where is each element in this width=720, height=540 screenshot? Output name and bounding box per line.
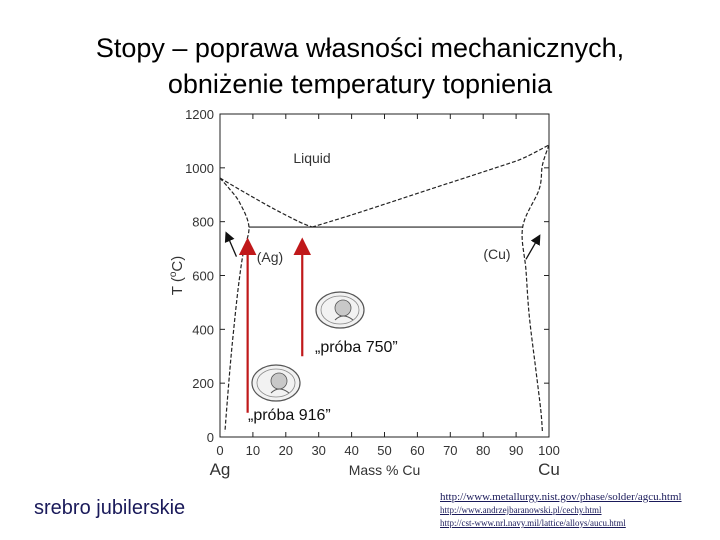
y-tick-label: 200 bbox=[192, 376, 214, 391]
pointer-arrow-cu bbox=[525, 234, 541, 260]
x-end-label-ag: Ag bbox=[210, 460, 231, 479]
x-tick-label: 40 bbox=[344, 443, 358, 458]
x-end-label-cu: Cu bbox=[538, 460, 560, 479]
hallmark-stamp-916-head bbox=[270, 372, 288, 390]
y-axis-title-sup: o bbox=[168, 271, 179, 277]
x-tick-label: 70 bbox=[443, 443, 457, 458]
y-tick-label: 0 bbox=[207, 430, 214, 445]
hallmark-stamp-750 bbox=[315, 291, 365, 329]
hallmark-stamp-916-inner bbox=[256, 368, 296, 398]
hallmark-stamp-750-head bbox=[334, 299, 352, 317]
x-axis-title: Mass % Cu bbox=[349, 462, 421, 478]
x-tick-label: 100 bbox=[538, 443, 560, 458]
source-link-nist[interactable]: http://www.metallurgy.nist.gov/phase/sol… bbox=[440, 491, 682, 503]
x-tick-label: 90 bbox=[509, 443, 523, 458]
pointer-arrow-ag bbox=[224, 231, 238, 257]
x-tick-label: 10 bbox=[246, 443, 260, 458]
region-label-cu: (Cu) bbox=[483, 246, 510, 262]
y-tick-label: 800 bbox=[192, 215, 214, 230]
y-tick-label: 600 bbox=[192, 269, 214, 284]
x-tick-label: 80 bbox=[476, 443, 490, 458]
sample-label-750: „próba 750” bbox=[315, 339, 398, 356]
y-axis-title-main: T ( bbox=[169, 277, 186, 295]
x-tick-label: 20 bbox=[279, 443, 293, 458]
y-tick-label: 400 bbox=[192, 322, 214, 337]
sample-label-916: „próba 916” bbox=[248, 407, 331, 424]
hallmark-stamp-916 bbox=[251, 364, 301, 402]
source-link-baranowski[interactable]: http://www.andrzejbaranowski.pl/cechy.ht… bbox=[440, 505, 602, 515]
y-axis-title: T (oC) bbox=[168, 256, 186, 295]
hallmark-stamp-750-shoulders bbox=[334, 315, 354, 321]
ag-solidus-solvus bbox=[219, 177, 250, 432]
title-line-2: obniżenie temperatury topnienia bbox=[167, 69, 553, 99]
cu-solidus-solvus bbox=[521, 144, 550, 432]
hallmark-stamp-916-shoulders bbox=[270, 388, 290, 394]
liquidus-cu-side bbox=[311, 144, 550, 228]
region-label-ag: (Ag) bbox=[257, 249, 283, 265]
liquidus-ag-side bbox=[219, 177, 313, 228]
y-axis-title-rest: C) bbox=[169, 256, 186, 272]
y-tick-label: 1000 bbox=[185, 161, 214, 176]
hallmark-stamp-750-inner bbox=[320, 295, 360, 325]
x-tick-label: 50 bbox=[377, 443, 391, 458]
x-tick-label: 0 bbox=[216, 443, 223, 458]
source-link-navy[interactable]: http://cst-www.nrl.navy.mil/lattice/allo… bbox=[440, 518, 626, 528]
source-links: http://www.metallurgy.nist.gov/phase/sol… bbox=[440, 490, 682, 530]
x-tick-label: 30 bbox=[311, 443, 325, 458]
footer-caption: srebro jubilerskie bbox=[34, 497, 186, 519]
slide-title: Stopy – poprawa własności mechanicznych,… bbox=[0, 30, 720, 102]
title-line-1: Stopy – poprawa własności mechanicznych, bbox=[95, 33, 625, 63]
region-label-liquid: Liquid bbox=[293, 150, 330, 166]
x-tick-label: 60 bbox=[410, 443, 424, 458]
y-tick-label: 1200 bbox=[185, 107, 214, 122]
